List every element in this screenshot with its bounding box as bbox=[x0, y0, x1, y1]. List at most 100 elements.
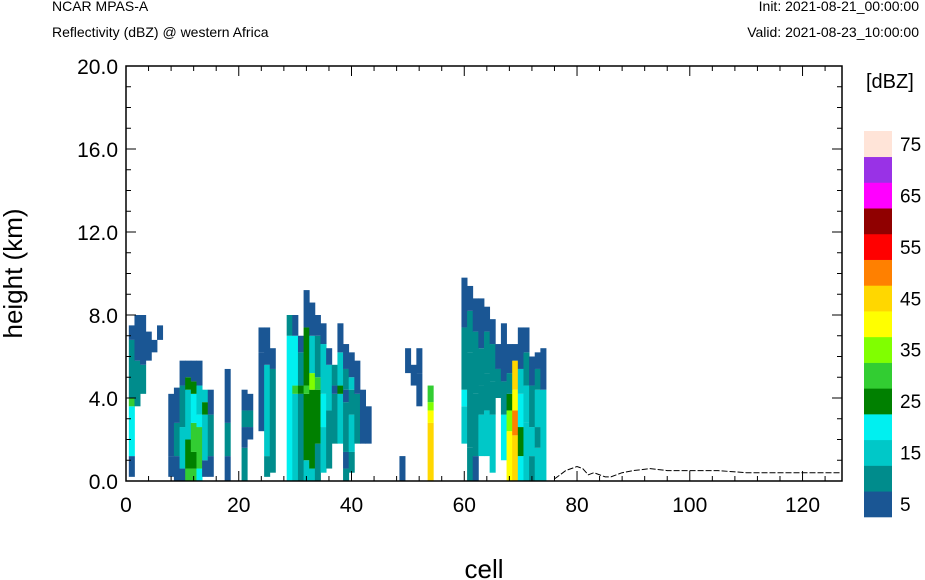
reflectivity-cell bbox=[320, 427, 327, 473]
reflectivity-cell bbox=[258, 352, 265, 432]
reflectivity-cell bbox=[506, 344, 513, 374]
reflectivity-cell bbox=[173, 456, 180, 481]
reflectivity-cell bbox=[264, 456, 271, 477]
reflectivity-cell bbox=[343, 368, 350, 390]
reflectivity-cell bbox=[241, 427, 248, 448]
reflectivity-cell bbox=[337, 385, 344, 394]
y-tick-label: 0.0 bbox=[89, 471, 118, 494]
reflectivity-cell bbox=[196, 385, 203, 415]
reflectivity-cell bbox=[427, 422, 434, 481]
reflectivity-cell bbox=[207, 414, 214, 457]
reflectivity-cell bbox=[196, 414, 203, 428]
reflectivity-cell bbox=[224, 456, 231, 481]
colorbar-swatch bbox=[864, 388, 892, 415]
reflectivity-cell bbox=[247, 427, 254, 440]
reflectivity-cell bbox=[207, 456, 214, 477]
reflectivity-cell bbox=[343, 389, 350, 403]
reflectivity-cell bbox=[348, 414, 355, 452]
reflectivity-cell bbox=[489, 319, 496, 345]
colorbar-swatch bbox=[864, 414, 892, 441]
reflectivity-cell bbox=[185, 377, 192, 390]
reflectivity-cell bbox=[337, 393, 344, 444]
reflectivity-cell bbox=[534, 368, 541, 390]
colorbar-swatch bbox=[864, 208, 892, 235]
y-tick-label: 12.0 bbox=[77, 222, 118, 245]
reflectivity-cell bbox=[303, 460, 310, 481]
reflectivity-cells bbox=[128, 277, 547, 481]
reflectivity-cell bbox=[247, 393, 254, 411]
reflectivity-cell bbox=[134, 315, 141, 361]
field-title: Reflectivity (dBZ) @ western Africa bbox=[52, 24, 269, 40]
terrain-profile bbox=[554, 465, 842, 480]
colorbar-tick-label: 15 bbox=[900, 444, 921, 465]
reflectivity-cell bbox=[196, 468, 203, 481]
reflectivity-cell bbox=[484, 410, 491, 457]
colorbar-swatch bbox=[864, 439, 892, 466]
reflectivity-cell bbox=[241, 410, 248, 428]
reflectivity-cell bbox=[320, 393, 327, 428]
reflectivity-cell bbox=[523, 327, 530, 353]
reflectivity-cell bbox=[512, 360, 519, 390]
reflectivity-cell bbox=[461, 389, 468, 407]
reflectivity-cell bbox=[292, 385, 299, 394]
y-tick-label: 16.0 bbox=[77, 139, 118, 162]
reflectivity-cell bbox=[517, 327, 524, 369]
reflectivity-cell bbox=[185, 439, 192, 469]
x-tick-label: 80 bbox=[565, 494, 588, 517]
x-tick-label: 120 bbox=[785, 494, 820, 517]
reflectivity-cell bbox=[297, 393, 304, 481]
reflectivity-cell bbox=[523, 422, 530, 481]
reflectivity-cell bbox=[264, 364, 271, 457]
reflectivity-cell bbox=[157, 325, 164, 340]
colorbar-tick-label: 5 bbox=[900, 495, 911, 516]
reflectivity-cell bbox=[399, 456, 406, 481]
reflectivity-cell bbox=[331, 364, 338, 386]
reflectivity-cell bbox=[190, 381, 197, 394]
reflectivity-cell bbox=[512, 389, 519, 411]
reflectivity-cell bbox=[359, 389, 367, 444]
reflectivity-cell bbox=[478, 348, 485, 386]
reflectivity-cell bbox=[207, 389, 214, 415]
reflectivity-cell bbox=[472, 456, 479, 481]
reflectivity-cell bbox=[303, 385, 310, 394]
reflectivity-cell bbox=[427, 402, 434, 411]
init-time: Init: 2021-08-21_00:00:00 bbox=[758, 0, 919, 14]
colorbar-swatch bbox=[864, 285, 892, 312]
reflectivity-cell bbox=[309, 389, 316, 469]
reflectivity-cell bbox=[348, 377, 355, 390]
reflectivity-cell bbox=[269, 348, 276, 369]
reflectivity-cell bbox=[314, 335, 321, 378]
reflectivity-cell bbox=[461, 406, 468, 444]
reflectivity-cell bbox=[337, 323, 344, 353]
colorbar: 5 15 25 35 45 55 65 75 bbox=[864, 131, 921, 518]
reflectivity-cell bbox=[297, 352, 304, 386]
reflectivity-cell bbox=[128, 325, 135, 340]
reflectivity-cell bbox=[309, 302, 316, 336]
reflectivity-cell bbox=[326, 348, 333, 365]
reflectivity-cell bbox=[512, 344, 519, 361]
reflectivity-cell bbox=[517, 427, 524, 457]
reflectivity-cell bbox=[190, 393, 197, 423]
colorbar-tick-label: 65 bbox=[900, 186, 921, 207]
reflectivity-cell bbox=[224, 368, 231, 423]
reflectivity-cell bbox=[343, 344, 350, 369]
reflectivity-cell bbox=[365, 406, 372, 444]
reflectivity-cell bbox=[343, 468, 350, 481]
reflectivity-cell bbox=[320, 323, 327, 345]
reflectivity-cell bbox=[534, 389, 541, 428]
reflectivity-cell bbox=[326, 364, 333, 411]
reflectivity-cell bbox=[529, 427, 536, 457]
reflectivity-cell bbox=[179, 385, 186, 428]
reflectivity-cell bbox=[427, 410, 434, 423]
reflectivity-cell bbox=[540, 348, 547, 390]
reflectivity-cell bbox=[128, 456, 135, 477]
colorbar-tick-label: 55 bbox=[900, 238, 921, 259]
reflectivity-cell bbox=[258, 327, 265, 353]
y-tick-label: 4.0 bbox=[89, 388, 118, 411]
reflectivity-cell bbox=[500, 414, 507, 461]
reflectivity-cell bbox=[478, 298, 485, 349]
reflectivity-cell bbox=[540, 389, 547, 481]
reflectivity-cell bbox=[314, 377, 321, 390]
reflectivity-cell bbox=[523, 385, 530, 423]
